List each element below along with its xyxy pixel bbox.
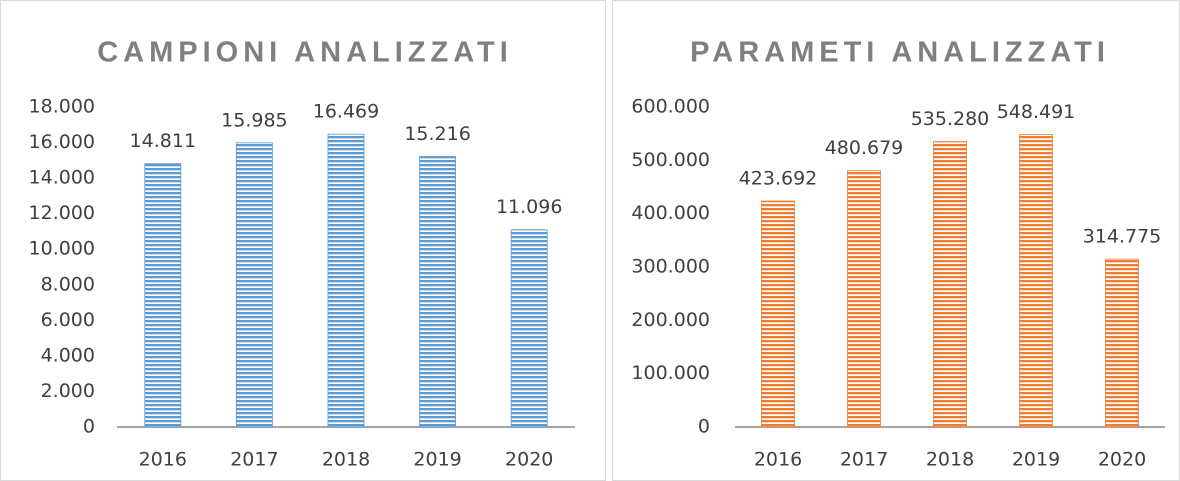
chart-title: PARAMETI ANALIZZATI	[690, 37, 1110, 69]
data-label: 480.679	[825, 137, 904, 159]
bar	[419, 156, 457, 428]
y-tick-label: 200.000	[631, 309, 710, 331]
x-tick-label: 2019	[1012, 449, 1060, 471]
y-tick-label: 0	[698, 416, 710, 438]
x-tick-label: 2018	[322, 449, 370, 471]
bar	[1019, 134, 1053, 428]
y-tick-label: 16.000	[29, 131, 95, 153]
y-tick-label: 4.000	[41, 344, 95, 366]
data-label: 548.491	[997, 101, 1076, 123]
x-tick-label: 2016	[754, 449, 802, 471]
data-label: 15.216	[404, 123, 470, 145]
x-tick-label: 2020	[505, 449, 553, 471]
x-tick-label: 2018	[926, 449, 974, 471]
data-label: 14.811	[130, 130, 196, 152]
chart-title: CAMPIONI ANALIZZATI	[97, 37, 513, 69]
x-tick-label: 2017	[840, 449, 888, 471]
data-label: 423.692	[739, 168, 818, 190]
x-tick-label: 2020	[1098, 449, 1146, 471]
y-tick-label: 18.000	[29, 96, 95, 118]
y-tick-label: 8.000	[41, 273, 95, 295]
y-tick-label: 600.000	[631, 96, 710, 118]
bar	[144, 163, 182, 428]
y-tick-label: 0	[83, 416, 95, 438]
bar	[847, 170, 881, 428]
y-tick-label: 500.000	[631, 149, 710, 171]
bar	[327, 133, 365, 428]
bar	[933, 141, 967, 428]
bar	[235, 142, 273, 428]
bar	[1105, 258, 1139, 428]
y-tick-label: 300.000	[631, 256, 710, 278]
panel-left	[0, 0, 606, 481]
y-tick-label: 2.000	[41, 380, 95, 402]
y-tick-label: 14.000	[29, 167, 95, 189]
x-tick-label: 2019	[413, 449, 461, 471]
data-label: 314.775	[1083, 226, 1162, 248]
data-label: 16.469	[313, 101, 379, 123]
y-tick-label: 400.000	[631, 202, 710, 224]
bar	[761, 200, 795, 428]
x-tick-label: 2017	[230, 449, 278, 471]
y-tick-label: 6.000	[41, 309, 95, 331]
data-label: 535.280	[911, 108, 990, 130]
y-tick-label: 12.000	[29, 202, 95, 224]
data-label: 15.985	[221, 109, 287, 131]
data-label: 11.096	[496, 196, 562, 218]
y-tick-label: 100.000	[631, 362, 710, 384]
panel-right	[612, 0, 1180, 481]
x-tick-label: 2016	[139, 449, 187, 471]
bar	[510, 229, 548, 428]
y-tick-label: 10.000	[29, 238, 95, 260]
